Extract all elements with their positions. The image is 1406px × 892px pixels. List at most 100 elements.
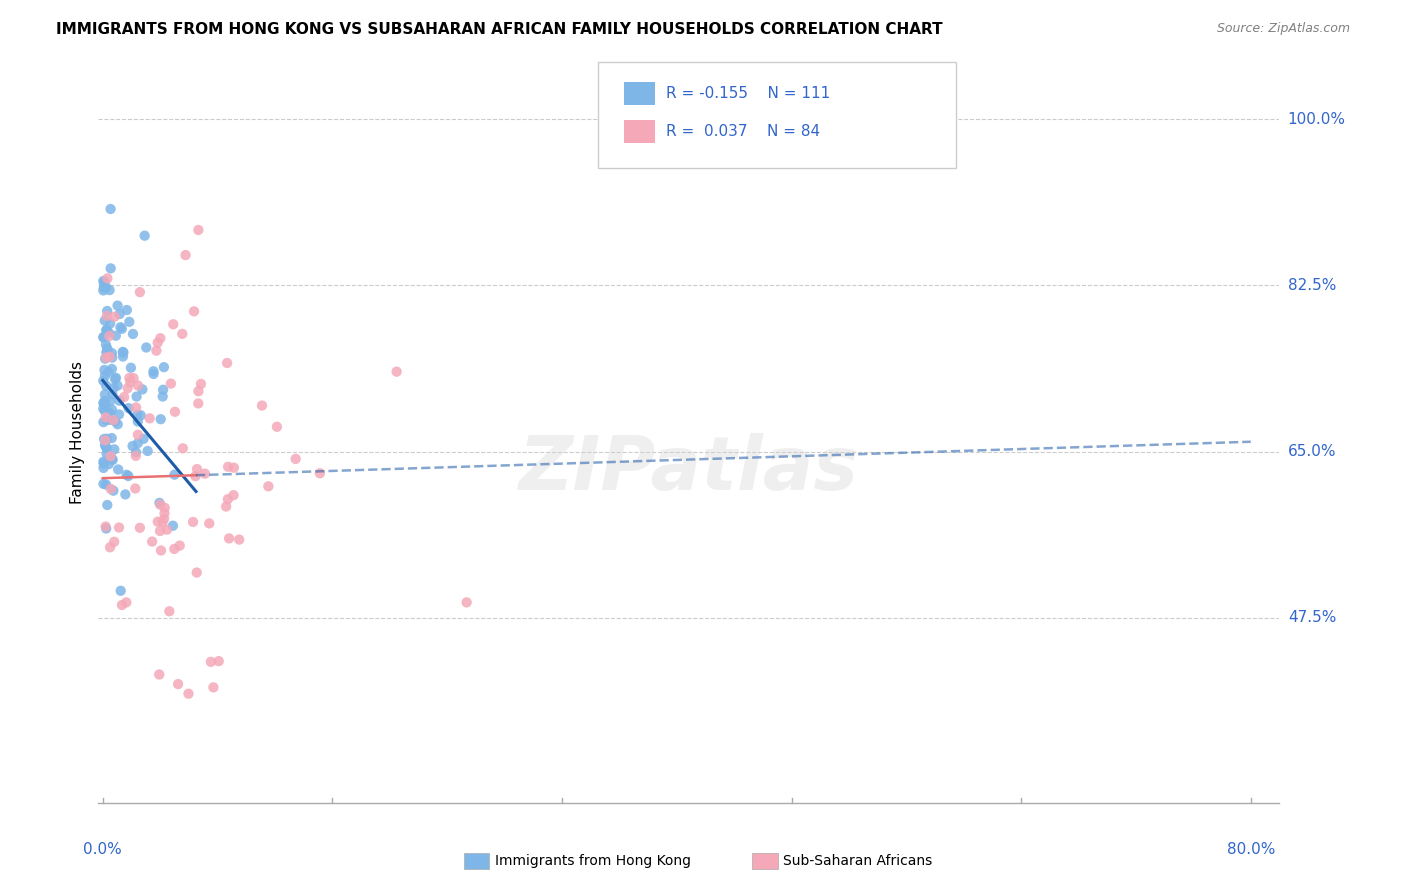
Point [96,498,118,512]
Point [138,411,160,425]
Point [127,415,149,429]
Point [96,441,118,455]
Point [146,515,169,529]
Point [94,440,117,454]
Text: 82.5%: 82.5% [1288,278,1336,293]
Text: Source: ZipAtlas.com: Source: ZipAtlas.com [1216,22,1350,36]
Point [100,202,122,216]
Point [222,488,245,502]
Point [186,566,208,580]
Point [129,285,152,300]
Point [309,467,332,481]
Text: 80.0%: 80.0% [1226,842,1275,856]
Point [122,326,145,341]
Point [94,368,117,383]
Point [121,439,143,453]
Point [104,372,127,386]
Point [172,442,194,456]
Point [163,405,186,419]
Point [153,500,176,515]
Point [94,387,117,401]
Point [96,432,118,446]
Text: 47.5%: 47.5% [1288,610,1336,625]
Point [250,399,273,413]
Point [91,284,114,298]
Text: ZIPatlas: ZIPatlas [519,434,859,506]
Point [174,248,197,262]
Point [167,677,190,691]
Point [456,595,478,609]
Point [115,303,138,318]
Point [118,371,141,385]
Point [156,523,179,537]
Point [93,476,115,491]
Point [385,365,408,379]
Point [127,408,149,422]
Point [284,451,307,466]
Point [115,467,138,482]
Text: IMMIGRANTS FROM HONG KONG VS SUBSAHARAN AFRICAN FAMILY HOUSEHOLDS CORRELATION CH: IMMIGRANTS FROM HONG KONG VS SUBSAHARAN … [56,22,943,37]
Point [94,410,117,425]
Point [202,681,225,695]
Point [100,261,122,276]
Point [91,396,114,410]
Point [96,345,118,359]
Point [96,323,118,337]
Point [187,396,209,410]
Point [118,315,141,329]
Point [142,367,165,381]
Point [266,419,288,434]
Point [114,487,136,501]
Point [93,277,115,292]
Point [125,445,148,459]
Point [93,275,115,289]
Point [91,374,114,388]
Point [104,310,127,324]
Point [96,304,118,318]
Point [96,446,118,460]
Point [108,393,131,408]
Text: R = -0.155    N = 111: R = -0.155 N = 111 [666,87,831,101]
Point [94,438,117,452]
Point [94,396,117,410]
Point [200,655,222,669]
Point [148,667,170,681]
Point [94,477,117,491]
Point [217,356,239,370]
Point [108,520,131,534]
Point [125,401,148,415]
Point [184,469,207,483]
Point [100,431,122,445]
Point [117,469,139,483]
Point [228,533,250,547]
Point [117,381,139,395]
Point [97,365,120,379]
Point [187,384,209,399]
Point [96,413,118,427]
Point [160,376,183,391]
Text: 100.0%: 100.0% [1288,112,1346,127]
Point [93,432,115,446]
Point [112,390,135,404]
Point [172,326,194,341]
Point [107,417,129,432]
Point [181,515,204,529]
Point [127,427,149,442]
Point [97,405,120,419]
Point [101,387,124,401]
Point [103,534,125,549]
Point [98,350,121,364]
Point [94,434,117,448]
Point [149,331,172,345]
Text: 0.0%: 0.0% [83,842,122,856]
Point [104,414,127,428]
Point [128,521,150,535]
Point [108,408,131,422]
Point [107,378,129,392]
Point [94,519,117,533]
Point [101,362,124,376]
Point [93,461,115,475]
Point [98,283,121,297]
Point [103,483,125,498]
Point [111,598,134,612]
